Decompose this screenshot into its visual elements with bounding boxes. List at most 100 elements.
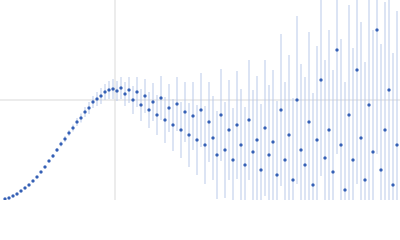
point bbox=[239, 143, 243, 147]
point bbox=[223, 148, 227, 152]
point bbox=[23, 186, 27, 190]
point bbox=[111, 87, 115, 91]
point bbox=[179, 128, 183, 132]
point bbox=[127, 88, 131, 92]
point bbox=[203, 143, 207, 147]
point bbox=[39, 170, 43, 174]
point bbox=[331, 170, 335, 174]
point bbox=[19, 189, 23, 193]
point bbox=[51, 154, 55, 158]
point bbox=[11, 194, 15, 198]
page: {"chart_data": {"type": "scatter", "colo… bbox=[0, 0, 400, 200]
point bbox=[83, 110, 87, 114]
point bbox=[287, 133, 291, 137]
point bbox=[379, 168, 383, 172]
point bbox=[147, 108, 151, 112]
point bbox=[27, 183, 31, 187]
point bbox=[175, 102, 179, 106]
point bbox=[43, 165, 47, 169]
point bbox=[211, 136, 215, 140]
point bbox=[295, 98, 299, 102]
point bbox=[367, 103, 371, 107]
point bbox=[219, 113, 223, 117]
point bbox=[283, 158, 287, 162]
point bbox=[215, 153, 219, 157]
point bbox=[115, 89, 119, 93]
point bbox=[195, 138, 199, 142]
point bbox=[99, 94, 103, 98]
point bbox=[323, 156, 327, 160]
point bbox=[131, 98, 135, 102]
point bbox=[299, 148, 303, 152]
point bbox=[123, 92, 127, 96]
point bbox=[383, 128, 387, 132]
point bbox=[315, 138, 319, 142]
point bbox=[243, 163, 247, 167]
point bbox=[231, 158, 235, 162]
point bbox=[135, 90, 139, 94]
point bbox=[271, 140, 275, 144]
point bbox=[235, 123, 239, 127]
point bbox=[31, 179, 35, 183]
point bbox=[359, 136, 363, 140]
point bbox=[347, 113, 351, 117]
point bbox=[79, 116, 83, 120]
point bbox=[71, 126, 75, 130]
point bbox=[343, 188, 347, 192]
point bbox=[307, 120, 311, 124]
point bbox=[59, 142, 63, 146]
point bbox=[335, 48, 339, 52]
point bbox=[355, 68, 359, 72]
point bbox=[47, 159, 51, 163]
point bbox=[87, 106, 91, 110]
point bbox=[75, 120, 79, 124]
point bbox=[291, 178, 295, 182]
point bbox=[339, 143, 343, 147]
point bbox=[267, 153, 271, 157]
point bbox=[187, 133, 191, 137]
point bbox=[7, 196, 11, 200]
point bbox=[303, 163, 307, 167]
point bbox=[199, 108, 203, 112]
point bbox=[227, 128, 231, 132]
point bbox=[91, 100, 95, 104]
point bbox=[251, 150, 255, 154]
point bbox=[387, 88, 391, 92]
point bbox=[275, 173, 279, 177]
point bbox=[63, 137, 67, 141]
point bbox=[35, 175, 39, 179]
point bbox=[279, 108, 283, 112]
point bbox=[167, 106, 171, 110]
point bbox=[171, 123, 175, 127]
point bbox=[259, 168, 263, 172]
point bbox=[143, 94, 147, 98]
point bbox=[395, 143, 399, 147]
point bbox=[183, 110, 187, 114]
point bbox=[255, 138, 259, 142]
point bbox=[3, 197, 7, 200]
point bbox=[103, 90, 107, 94]
point bbox=[67, 131, 71, 135]
chart bbox=[0, 0, 400, 200]
point bbox=[159, 96, 163, 100]
point bbox=[327, 128, 331, 132]
point bbox=[311, 183, 315, 187]
point bbox=[247, 118, 251, 122]
point bbox=[15, 192, 19, 196]
point bbox=[371, 150, 375, 154]
point bbox=[263, 126, 267, 130]
point bbox=[95, 97, 99, 101]
point bbox=[191, 114, 195, 118]
point bbox=[139, 103, 143, 107]
point bbox=[319, 78, 323, 82]
point bbox=[207, 120, 211, 124]
point bbox=[119, 86, 123, 90]
point bbox=[363, 178, 367, 182]
point bbox=[107, 88, 111, 92]
point bbox=[55, 148, 59, 152]
point bbox=[151, 100, 155, 104]
point bbox=[391, 183, 395, 187]
point bbox=[351, 158, 355, 162]
point bbox=[375, 28, 379, 32]
point bbox=[163, 118, 167, 122]
